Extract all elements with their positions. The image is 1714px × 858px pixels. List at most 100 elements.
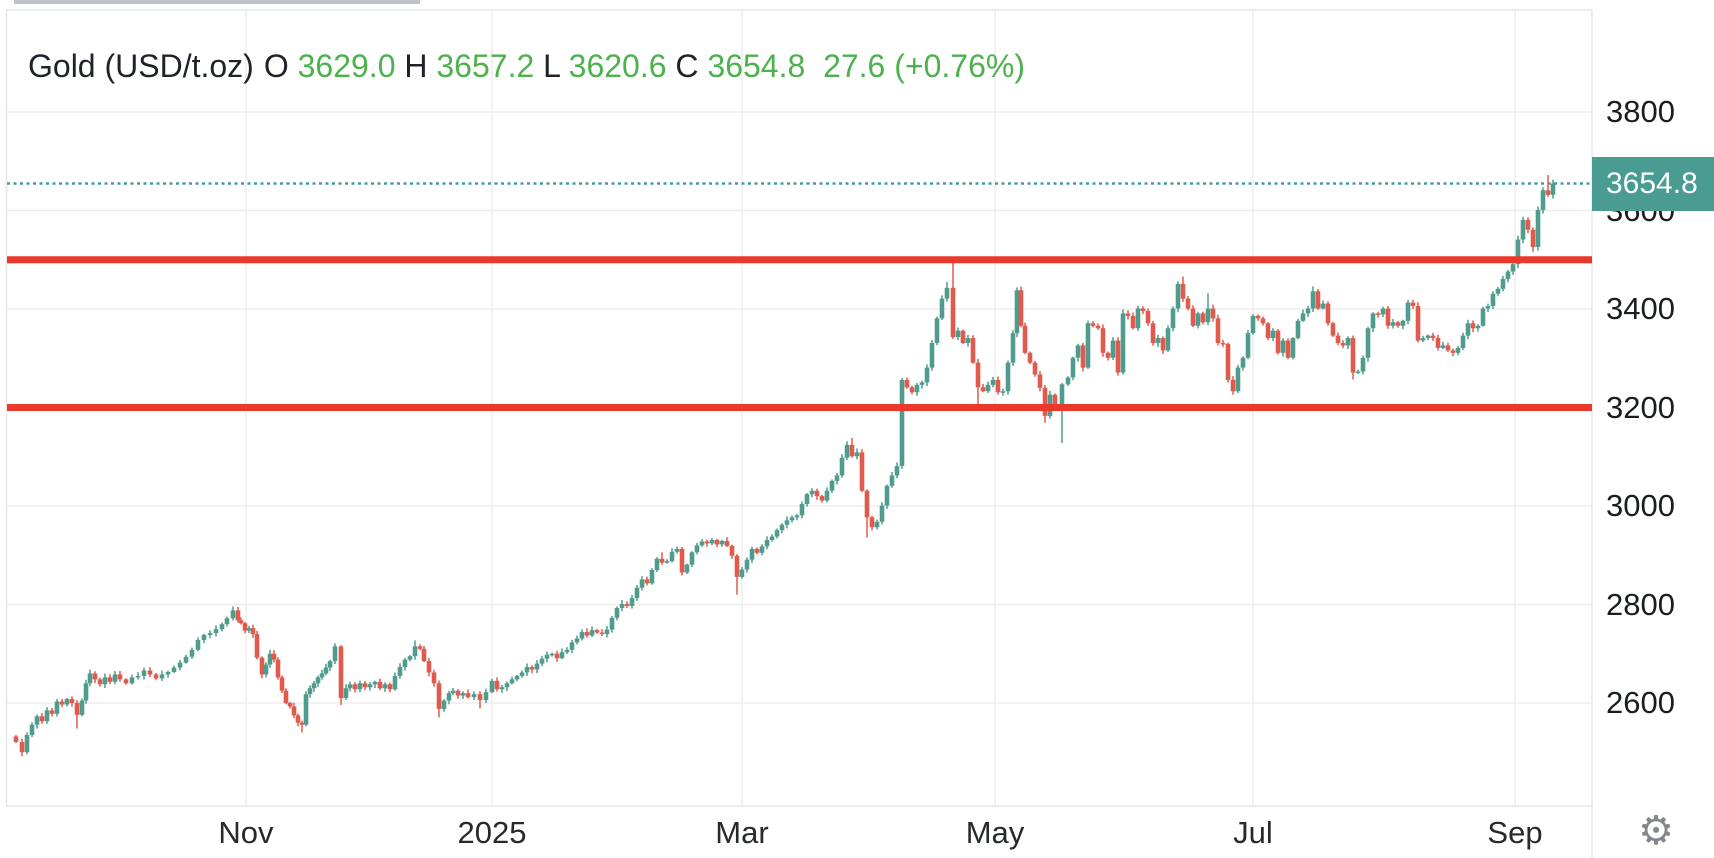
candle-body: [1305, 308, 1311, 314]
candle-body: [1445, 345, 1451, 351]
candle-body: [1059, 384, 1065, 405]
candle-body: [970, 338, 976, 363]
y-tick-label: 3200: [1606, 389, 1675, 425]
candle-body: [899, 379, 905, 467]
candle-body: [919, 382, 925, 385]
candle-body: [34, 716, 40, 725]
symbol-name: Gold (USD/t.oz): [28, 48, 254, 84]
candle-body: [1340, 342, 1346, 346]
candle-body: [584, 632, 590, 636]
candle-body: [153, 674, 159, 679]
candle-body: [1250, 315, 1256, 334]
candle-body: [1180, 283, 1186, 299]
x-tick-label: Jul: [1233, 815, 1273, 850]
candle-body: [1405, 302, 1411, 321]
candle-body: [955, 330, 961, 338]
low-label: L: [543, 48, 560, 84]
candle-body: [975, 362, 981, 388]
candle-body: [1535, 210, 1541, 247]
candle-body: [589, 630, 595, 636]
candle-body: [39, 716, 45, 722]
candle-body: [669, 551, 675, 562]
candle-body: [19, 741, 25, 753]
candle-body: [213, 629, 219, 634]
candle-body: [1260, 318, 1266, 324]
close-label: C: [675, 48, 699, 84]
candle-body: [874, 521, 880, 528]
candle-body: [839, 457, 845, 476]
candle-body: [864, 490, 870, 518]
candle-body: [524, 667, 530, 673]
candle-body: [659, 558, 665, 563]
candle-body: [343, 688, 349, 699]
candle-body: [844, 444, 850, 458]
candle-body: [774, 530, 780, 537]
candle-body: [1090, 323, 1096, 326]
candlestick-layer[interactable]: [13, 175, 1556, 757]
candle-body: [1275, 330, 1281, 353]
candle-body: [195, 639, 201, 650]
candle-body: [1295, 320, 1301, 339]
settings-gear-icon[interactable]: ⚙: [1638, 808, 1674, 854]
candle-body: [1355, 371, 1361, 374]
candle-body: [87, 673, 93, 684]
candle-body: [594, 630, 600, 633]
candle-body: [171, 667, 177, 672]
candle-body: [619, 604, 625, 608]
candle-body: [1010, 333, 1016, 363]
candle-body: [1495, 288, 1501, 294]
candle-body: [201, 635, 207, 640]
candle-body: [64, 699, 70, 705]
candle-body: [407, 656, 413, 660]
candle-body: [219, 624, 225, 630]
candle-body: [1480, 308, 1486, 326]
candle-body: [441, 700, 447, 709]
candle-body: [1485, 306, 1491, 309]
candle-body: [1000, 391, 1006, 393]
candle-body: [884, 485, 890, 506]
candle-body: [1285, 340, 1291, 358]
candle-body: [263, 664, 269, 675]
candle-body: [1540, 190, 1546, 211]
candle-body: [1230, 379, 1236, 392]
candle-body: [739, 569, 745, 577]
x-tick-label: May: [965, 815, 1025, 850]
candle-body: [799, 504, 805, 516]
candle-body: [267, 653, 273, 665]
candle-body: [477, 694, 483, 701]
candle-body: [1460, 335, 1466, 348]
candle-body: [1235, 367, 1241, 392]
candle-body: [980, 387, 986, 392]
candle-body: [177, 662, 183, 668]
candle-body: [1110, 340, 1116, 358]
candle-body: [1365, 328, 1371, 358]
candle-body: [283, 690, 289, 703]
candle-body: [417, 646, 423, 649]
candle-body: [1500, 278, 1506, 289]
candle-body: [599, 632, 605, 635]
candle-body: [1280, 340, 1286, 353]
candle-body: [83, 683, 89, 701]
candle-body: [1065, 377, 1071, 385]
candle-body: [1320, 303, 1326, 309]
open-value: 3629.0: [297, 48, 396, 84]
candle-body: [789, 517, 795, 521]
candle-body: [1190, 308, 1196, 326]
candle-body: [230, 610, 236, 619]
candle-body: [1395, 322, 1401, 326]
candle-body: [1265, 323, 1271, 339]
candle-body: [107, 677, 113, 682]
candle-body: [764, 539, 770, 547]
candle-body: [1027, 352, 1033, 363]
candle-body: [102, 677, 108, 685]
candle-body: [990, 379, 996, 385]
candle-body: [1520, 219, 1526, 240]
candle-body: [679, 548, 685, 573]
candle-body: [147, 670, 153, 675]
candle-body: [367, 684, 373, 688]
candle-body: [189, 649, 195, 657]
candle-body: [1130, 315, 1136, 329]
candle-body: [529, 667, 535, 670]
candle-body: [519, 672, 525, 676]
